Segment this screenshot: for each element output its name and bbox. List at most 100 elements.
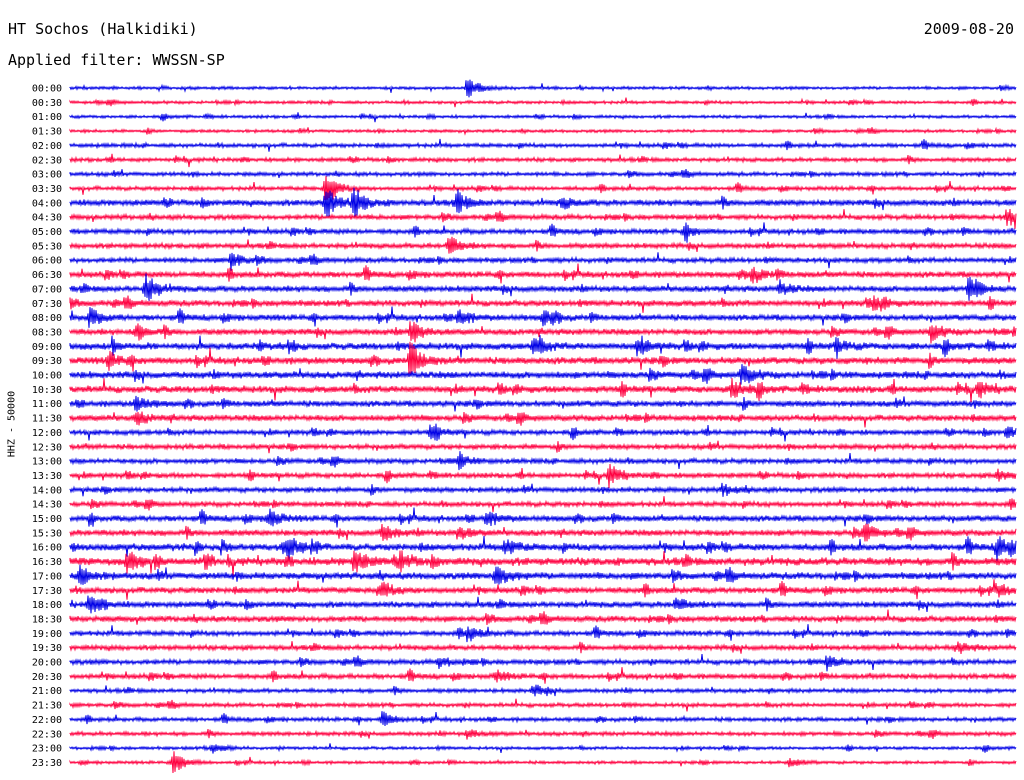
trace-1430 [69, 496, 1017, 513]
row-label-1230: 12:30 [32, 442, 62, 453]
trace-0400 [69, 187, 1017, 218]
row-label-2000: 20:00 [32, 658, 62, 669]
row-label-0200: 02:00 [32, 141, 62, 152]
trace-1230 [69, 440, 1017, 454]
row-label-0600: 06:00 [32, 256, 62, 267]
trace-0630 [69, 263, 1017, 284]
trace-1730 [69, 579, 1017, 600]
row-label-0830: 08:30 [32, 327, 62, 338]
trace-2000 [69, 654, 1017, 672]
row-label-1830: 18:30 [32, 614, 62, 625]
trace-1600 [69, 535, 1017, 562]
trace-2230 [69, 729, 1017, 740]
row-label-0700: 07:00 [32, 284, 62, 295]
trace-0930 [69, 341, 1017, 377]
trace-0600 [69, 252, 1017, 271]
trace-0330 [69, 176, 1017, 201]
trace-1500 [69, 507, 1017, 528]
row-label-1530: 15:30 [32, 528, 62, 539]
row-label-0800: 08:00 [32, 313, 62, 324]
row-label-2230: 22:30 [32, 729, 62, 740]
row-label-0630: 06:30 [32, 270, 62, 281]
row-label-0900: 09:00 [32, 342, 62, 353]
row-label-0330: 03:30 [32, 184, 62, 195]
row-label-1400: 14:00 [32, 485, 62, 496]
row-label-1930: 19:30 [32, 643, 62, 654]
trace-1700 [69, 564, 1017, 585]
row-label-2200: 22:00 [32, 715, 62, 726]
trace-1530 [69, 523, 1017, 542]
row-label-1500: 15:00 [32, 514, 62, 525]
trace-1200 [69, 423, 1017, 442]
row-label-1130: 11:30 [32, 414, 62, 425]
trace-0500 [69, 222, 1017, 243]
row-label-0400: 04:00 [32, 198, 62, 209]
row-label-1000: 10:00 [32, 371, 62, 382]
trace-0800 [69, 306, 1017, 328]
trace-1330 [69, 463, 1017, 489]
trace-0100 [69, 112, 1017, 123]
row-label-1030: 10:30 [32, 385, 62, 396]
row-label-2030: 20:30 [32, 672, 62, 683]
row-label-1900: 19:00 [32, 629, 62, 640]
row-label-2330: 23:30 [32, 758, 62, 769]
trace-0200 [69, 138, 1017, 152]
row-label-0930: 09:30 [32, 356, 62, 367]
trace-0900 [69, 335, 1017, 359]
row-label-2100: 21:00 [32, 686, 62, 697]
trace-1400 [69, 482, 1017, 497]
row-label-0430: 04:30 [32, 213, 62, 224]
trace-1800 [69, 595, 1017, 614]
trace-1830 [69, 609, 1017, 626]
row-label-0530: 05:30 [32, 241, 62, 252]
trace-2200 [69, 711, 1017, 727]
row-label-1800: 18:00 [32, 600, 62, 611]
trace-0300 [69, 168, 1017, 179]
trace-0030 [69, 97, 1017, 108]
row-label-0730: 07:30 [32, 299, 62, 310]
station-title: HT Sochos (Halkidiki) [8, 20, 198, 38]
trace-2030 [69, 667, 1017, 684]
trace-0730 [69, 293, 1017, 313]
trace-1100 [69, 395, 1017, 412]
trace-2130 [69, 698, 1017, 712]
trace-1900 [69, 624, 1017, 643]
row-label-1600: 16:00 [32, 543, 62, 554]
trace-0230 [69, 153, 1017, 168]
row-label-2130: 21:30 [32, 701, 62, 712]
date-label: 2009-08-20 [923, 20, 1014, 38]
trace-0130 [69, 126, 1017, 136]
trace-1130 [69, 411, 1017, 428]
row-label-1100: 11:00 [32, 399, 62, 410]
trace-0700 [69, 273, 1017, 301]
trace-2300 [69, 743, 1017, 754]
row-label-0500: 05:00 [32, 227, 62, 238]
row-label-1300: 13:00 [32, 457, 62, 468]
trace-2330 [69, 751, 1017, 774]
row-label-2300: 23:00 [32, 744, 62, 755]
trace-0830 [69, 321, 1017, 344]
trace-0000 [69, 79, 1017, 98]
row-label-1430: 14:30 [32, 500, 62, 511]
row-label-1630: 16:30 [32, 557, 62, 568]
row-label-0230: 02:30 [32, 155, 62, 166]
trace-2100 [69, 684, 1017, 697]
row-label-1730: 17:30 [32, 586, 62, 597]
trace-0430 [69, 208, 1017, 229]
trace-0530 [69, 236, 1017, 254]
row-label-0130: 01:30 [32, 127, 62, 138]
row-label-0000: 00:00 [32, 84, 62, 95]
trace-1000 [69, 364, 1017, 385]
row-label-1200: 12:00 [32, 428, 62, 439]
row-label-1700: 17:00 [32, 571, 62, 582]
trace-1030 [69, 378, 1017, 403]
filter-label: Applied filter: WWSSN-SP [8, 51, 225, 69]
trace-1300 [69, 451, 1017, 471]
trace-1930 [69, 641, 1017, 655]
row-label-0030: 00:30 [32, 98, 62, 109]
row-label-0300: 03:00 [32, 170, 62, 181]
row-label-0100: 01:00 [32, 112, 62, 123]
trace-1630 [69, 550, 1017, 577]
row-label-1330: 13:30 [32, 471, 62, 482]
